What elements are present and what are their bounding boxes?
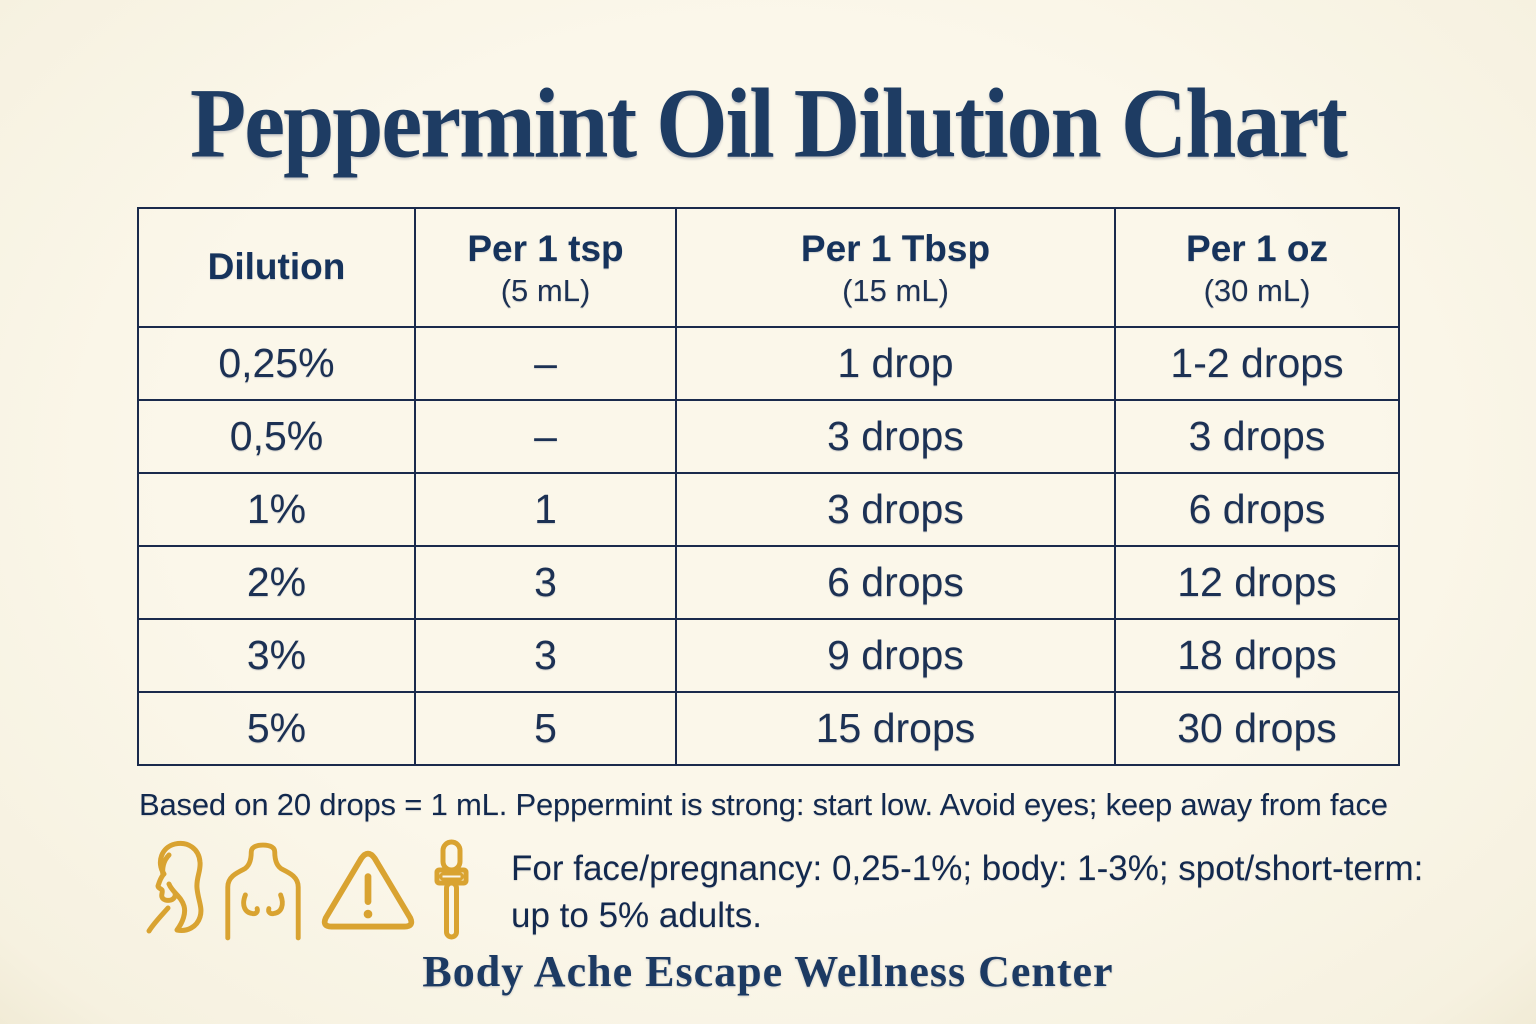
table-cell: – xyxy=(414,399,677,474)
table-cell: 5 xyxy=(414,691,677,766)
table-row: 0,5% –3 drops 3 drops xyxy=(137,399,1400,474)
table-cell: – xyxy=(414,326,677,401)
table-cell: 5% xyxy=(137,691,416,766)
table-cell: 15 drops xyxy=(675,691,1116,766)
table-cell: 3% xyxy=(137,618,416,693)
table-cell: 0,25% xyxy=(137,326,416,401)
table-cell: 30 drops xyxy=(1114,691,1400,766)
page-title: Peppermint Oil Dilution Chart xyxy=(190,67,1348,179)
table-row: 5% 5 15 drops 30 drops xyxy=(137,691,1400,766)
table-cell: 2% xyxy=(137,545,416,620)
table-cell: 3 drops xyxy=(675,399,1116,474)
table-cell: 3 drops xyxy=(1114,399,1400,474)
column-header: Per 1 oz (30 mL) xyxy=(1114,207,1400,328)
table-cell: 3 xyxy=(414,618,677,693)
column-header: Per 1 tsp (5 mL) xyxy=(414,207,677,328)
table-cell: 6 drops xyxy=(675,545,1116,620)
table-cell: 1 drop xyxy=(675,326,1116,401)
torso-icon xyxy=(218,840,308,942)
table-cell: 12 drops xyxy=(1114,545,1400,620)
table-cell: 1% xyxy=(137,472,416,547)
table-row: 1% 1 3 drops 6 drops xyxy=(137,472,1400,547)
table-row: 3% 3 9 drops 18 drops xyxy=(137,618,1400,693)
note-secondary-line: For face/pregnancy: 0,25-1%; body: 1-3%;… xyxy=(511,849,1424,888)
dilution-table: Dilution Per 1 tsp (5 mL) Per 1 Tbsp (15 mL)… xyxy=(137,207,1400,766)
table-header-row: Dilution Per 1 tsp (5 mL) Per 1 Tbsp (15 mL)… xyxy=(137,207,1400,328)
table-row: 0,25% –1 drop 1-2 drops xyxy=(137,326,1400,401)
note-secondary-line: up to 5% adults. xyxy=(511,896,762,935)
table-cell: 3 drops xyxy=(675,472,1116,547)
table-cell: 0,5% xyxy=(137,399,416,474)
table-cell: 6 drops xyxy=(1114,472,1400,547)
table-cell: 9 drops xyxy=(675,618,1116,693)
column-header: Dilution xyxy=(137,207,416,328)
column-header: Per 1 Tbsp (15 mL) xyxy=(675,207,1116,328)
dropper-icon xyxy=(430,838,474,942)
table-cell: 18 drops xyxy=(1114,618,1400,693)
table-cell: 3 xyxy=(414,545,677,620)
note-secondary: For face/pregnancy: 0,25-1%; body: 1-3%;… xyxy=(511,845,1423,939)
brand-footer: Body Ache Escape Wellness Center xyxy=(422,947,1114,996)
table-cell: 1-2 drops xyxy=(1114,326,1400,401)
note-primary: Based on 20 drops = 1 mL. Peppermint is … xyxy=(139,787,1388,822)
warning-triangle-icon xyxy=(320,846,416,938)
table-cell: 1 xyxy=(414,472,677,547)
female-face-icon xyxy=(142,838,220,940)
table-row: 2% 3 6 drops 12 drops xyxy=(137,545,1400,620)
